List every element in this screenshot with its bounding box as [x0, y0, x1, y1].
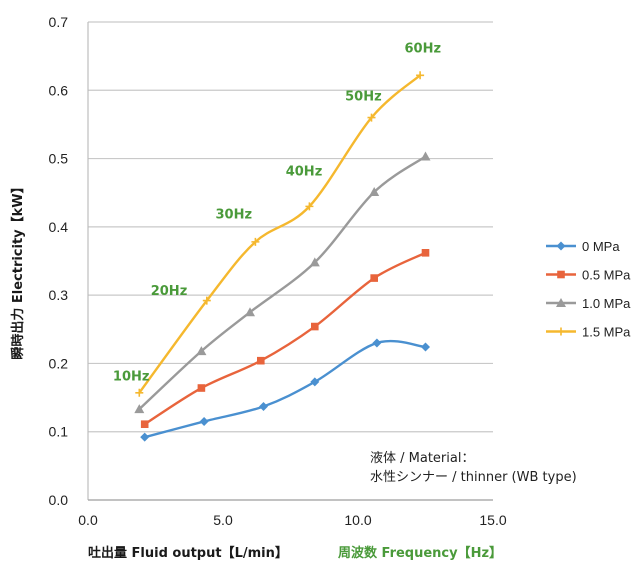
y-tick-label: 0.4 — [49, 219, 69, 235]
data-point-triangle — [309, 257, 320, 267]
y-tick-label: 0.0 — [49, 492, 69, 508]
data-point-triangle — [245, 307, 255, 317]
y-tick-label: 0.3 — [49, 287, 69, 303]
legend-label: 1.0 MPa — [582, 296, 631, 311]
data-point-square — [257, 356, 265, 365]
frequency-label: 40Hz — [286, 165, 323, 180]
data-point-square — [557, 270, 565, 279]
x-tick-label: 15.0 — [479, 512, 506, 528]
data-point-diamond — [421, 342, 430, 352]
data-point-diamond — [556, 241, 566, 251]
series-line — [138, 74, 422, 394]
data-point-cross — [367, 113, 376, 122]
data-point-cross — [416, 71, 425, 80]
data-series — [134, 71, 431, 442]
series-0 — [140, 338, 430, 442]
frequency-label: 50Hz — [345, 90, 382, 105]
data-point-cross — [135, 388, 144, 397]
data-point-triangle — [196, 346, 207, 356]
y-tick-labels: 0.0 0.1 0.2 0.3 0.4 0.5 0.6 0.7 — [49, 14, 69, 508]
data-point-square — [197, 384, 206, 392]
data-point-triangle — [369, 187, 380, 197]
x-tick-label: 0.0 — [78, 512, 98, 528]
y-axis-title: 瞬時出力 Electricity【kW】 — [10, 180, 26, 359]
y-tick-label: 0.6 — [49, 82, 69, 98]
frequency-label: 30Hz — [216, 208, 253, 223]
frequency-labels: 10Hz 20Hz 30Hz 40Hz 50Hz 60Hz — [113, 42, 441, 385]
data-point-diamond — [310, 377, 320, 387]
data-point-square — [311, 322, 319, 331]
legend-item: 0 MPa — [546, 239, 620, 254]
legend-item: 1.5 MPa — [546, 325, 631, 340]
legend-label: 0 MPa — [582, 239, 620, 254]
data-point-square — [140, 420, 149, 429]
data-point-cross — [305, 202, 314, 211]
series-2 — [134, 151, 431, 414]
data-point-cross — [202, 296, 211, 305]
data-point-diamond — [140, 432, 150, 442]
series-line — [138, 155, 427, 411]
legend-item: 1.0 MPa — [546, 296, 631, 311]
data-point-cross — [251, 237, 260, 246]
series-1 — [140, 249, 430, 429]
data-point-square — [421, 249, 430, 257]
data-point-triangle — [420, 151, 431, 161]
material-note-line1: 液体 / Material： — [370, 451, 474, 466]
material-note-line2: 水性シンナー / thinner (WB type) — [370, 470, 577, 485]
frequency-label: 10Hz — [113, 370, 150, 385]
x-axis-title: 吐出量 Fluid output【L/min】 — [88, 545, 288, 561]
data-point-diamond — [199, 416, 209, 426]
legend-label: 1.5 MPa — [582, 325, 631, 340]
data-point-triangle — [556, 298, 566, 307]
gridlines — [87, 21, 493, 501]
legend-item: 0.5 MPa — [546, 268, 631, 283]
x-tick-labels: 0.0 5.0 10.0 15.0 — [78, 512, 507, 528]
y-tick-label: 0.5 — [49, 151, 69, 167]
data-point-diamond — [372, 338, 382, 348]
legend-label: 0.5 MPa — [582, 268, 631, 283]
x-tick-label: 5.0 — [213, 512, 233, 528]
data-point-square — [370, 274, 378, 282]
series-3 — [135, 71, 425, 397]
y-tick-label: 0.2 — [49, 355, 69, 371]
x-axis-title-frequency: 周波数 Frequency【Hz】 — [338, 545, 502, 561]
frequency-label: 20Hz — [151, 284, 188, 299]
data-point-cross — [557, 327, 565, 336]
series-line — [143, 339, 427, 439]
x-tick-label: 10.0 — [344, 512, 371, 528]
data-point-triangle — [134, 404, 145, 414]
data-point-diamond — [259, 401, 268, 411]
y-tick-label: 0.1 — [49, 424, 69, 440]
y-tick-label: 0.7 — [49, 14, 69, 30]
frequency-label: 60Hz — [405, 42, 442, 57]
legend: 0 MPa 0.5 MPa 1.0 MPa 1.5 MPa — [546, 239, 631, 340]
